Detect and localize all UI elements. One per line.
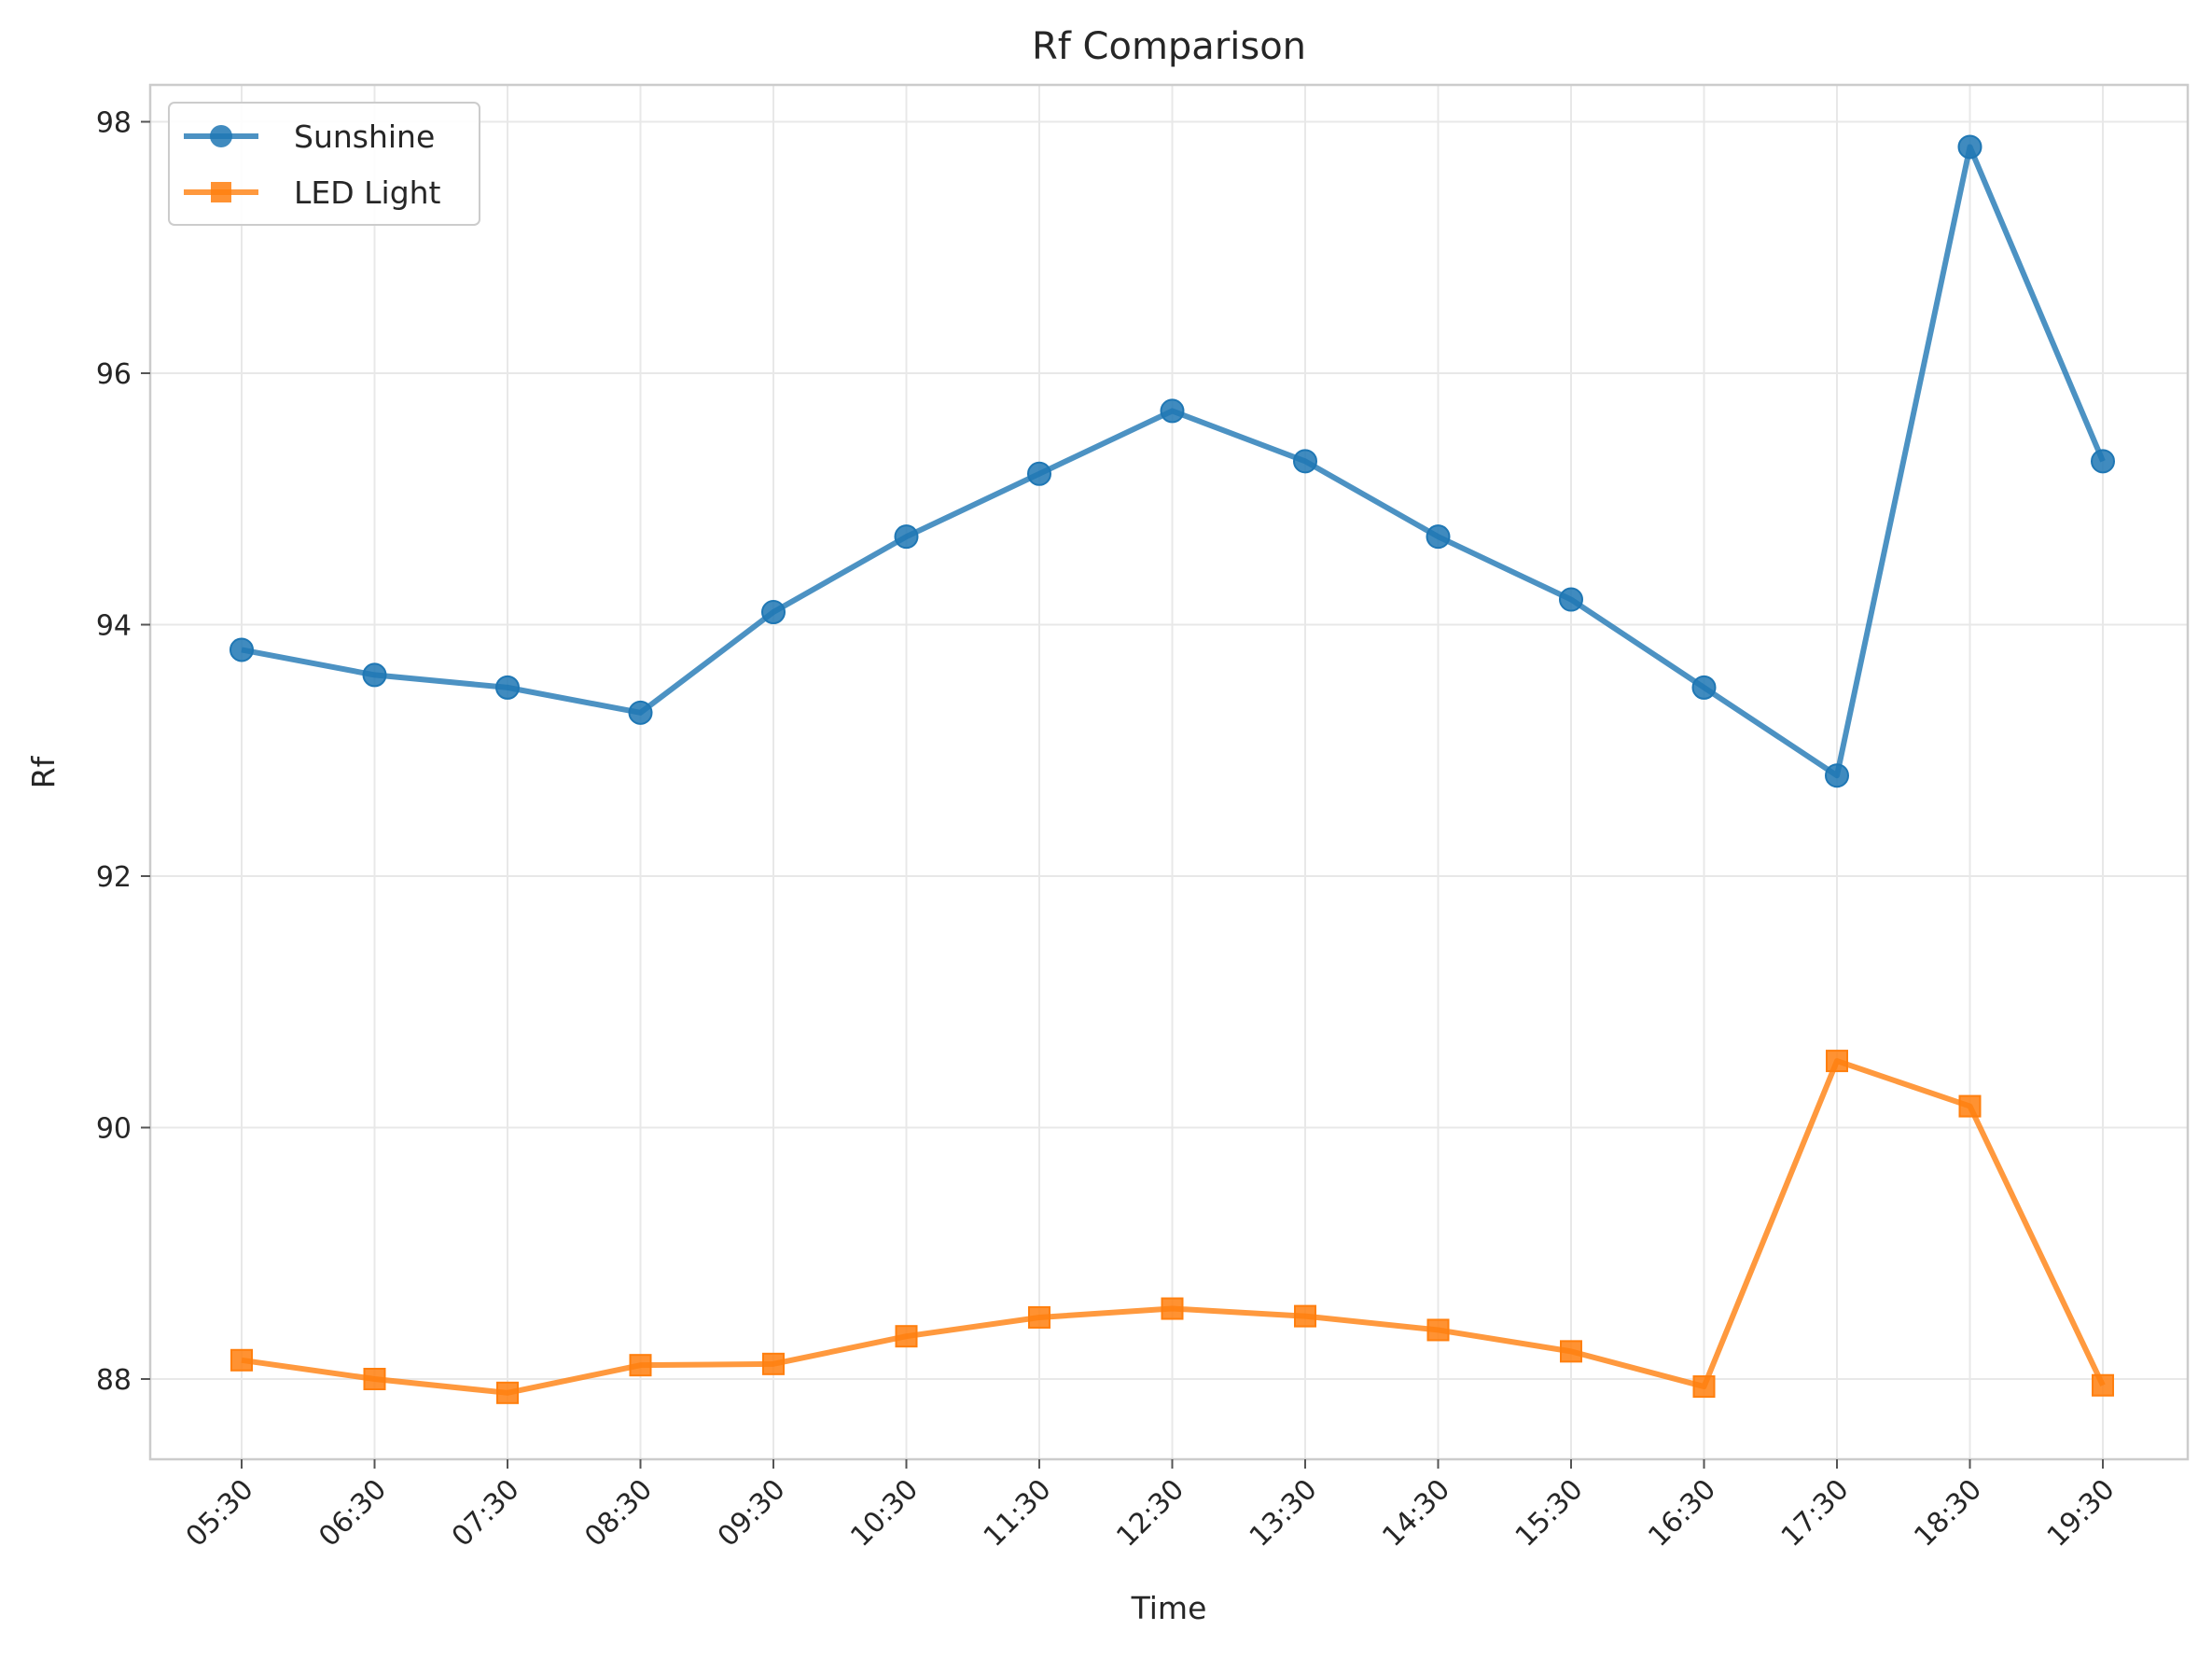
- plot-frame: [148, 83, 2190, 1461]
- legend-item: LED Light: [184, 174, 441, 211]
- series-sunshine: [230, 134, 2115, 788]
- data-point-marker: [628, 700, 653, 725]
- data-point-marker: [1826, 1050, 1848, 1073]
- legend-circle-marker: [210, 125, 232, 147]
- legend: Sunshine LED Light: [168, 102, 480, 226]
- data-point-marker: [496, 1381, 519, 1404]
- data-point-marker: [1426, 524, 1451, 550]
- y-tick-label: 94: [96, 610, 132, 643]
- data-point-marker: [894, 524, 919, 550]
- legend-item: Sunshine: [184, 118, 435, 155]
- y-tick-label: 98: [96, 107, 132, 140]
- chart-title: Rf Comparison: [1032, 25, 1306, 68]
- data-point-marker: [1027, 461, 1051, 486]
- data-point-marker: [362, 662, 387, 688]
- data-point-marker: [1825, 763, 1849, 788]
- series: [230, 134, 2115, 1404]
- data-point-marker: [1294, 1304, 1316, 1328]
- data-point-marker: [1957, 134, 1982, 160]
- data-point-marker: [1559, 587, 1583, 612]
- x-axis-label: Time: [1131, 1590, 1207, 1626]
- data-point-marker: [2091, 449, 2115, 474]
- y-tick-label: 92: [96, 861, 132, 894]
- legend-label: Sunshine: [294, 118, 435, 155]
- data-point-marker: [1160, 398, 1185, 424]
- series-led-light: [230, 1050, 2114, 1404]
- data-point-marker: [629, 1354, 652, 1377]
- y-tick-label: 88: [96, 1364, 132, 1397]
- y-tick-label: 96: [96, 358, 132, 391]
- legend-label: LED Light: [294, 174, 441, 211]
- data-point-marker: [1426, 1318, 1450, 1342]
- data-point-marker: [230, 1348, 253, 1372]
- data-point-marker: [363, 1368, 386, 1390]
- data-point-marker: [1161, 1297, 1184, 1320]
- data-point-marker: [1692, 1375, 1716, 1399]
- y-axis-label: Rf: [25, 755, 62, 788]
- data-point-marker: [1560, 1340, 1582, 1363]
- legend-square-marker: [211, 182, 231, 202]
- data-point-marker: [1293, 449, 1317, 474]
- data-point-marker: [762, 1352, 785, 1375]
- data-point-marker: [895, 1325, 918, 1348]
- data-point-marker: [2092, 1373, 2114, 1397]
- data-point-marker: [1958, 1094, 1982, 1118]
- y-tick-label: 90: [96, 1113, 132, 1146]
- data-point-marker: [1028, 1305, 1050, 1329]
- data-point-marker: [230, 637, 254, 662]
- data-point-marker: [495, 675, 520, 700]
- data-point-marker: [761, 600, 786, 625]
- data-point-marker: [1691, 675, 1717, 700]
